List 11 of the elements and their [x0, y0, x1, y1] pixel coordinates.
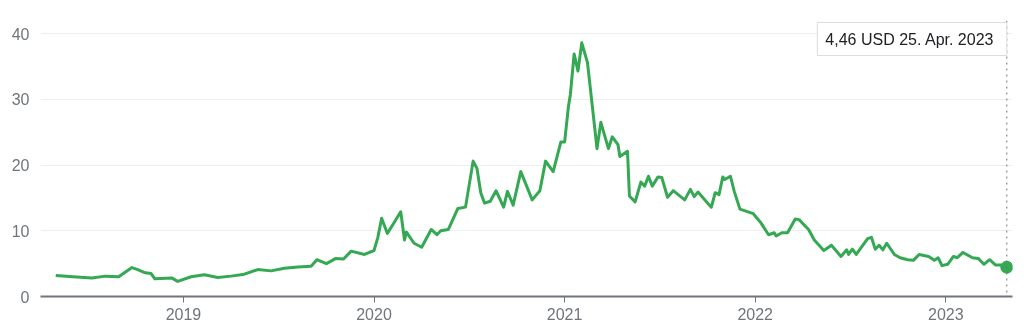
y-tick-label: 0	[20, 288, 30, 306]
x-tick-label: 2023	[928, 305, 964, 323]
x-tick-label: 2019	[165, 305, 202, 323]
y-tick-label: 20	[11, 157, 30, 175]
x-tick-label: 2021	[546, 305, 583, 323]
y-tick-label: 40	[11, 25, 30, 43]
y-tick-label: 30	[11, 91, 30, 109]
ref-line-label: 4,46 USD 25. Apr. 2023	[825, 30, 994, 48]
x-tick-label: 2020	[356, 305, 392, 323]
y-tick-label: 10	[11, 222, 30, 240]
x-tick-label: 2022	[737, 305, 774, 323]
